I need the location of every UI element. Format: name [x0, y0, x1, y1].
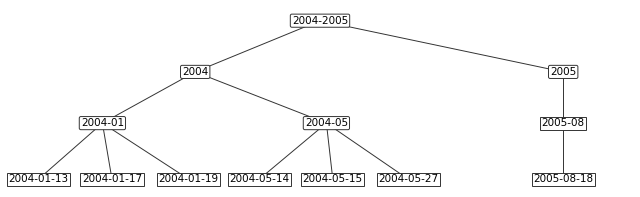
Text: 2004-05-27: 2004-05-27 [378, 174, 438, 184]
Text: 2004: 2004 [182, 67, 209, 77]
Text: 2004-01-13: 2004-01-13 [8, 174, 68, 184]
Text: 2004-05-14: 2004-05-14 [229, 174, 289, 184]
Text: 2004-01-19: 2004-01-19 [159, 174, 219, 184]
Text: 2004-05: 2004-05 [305, 118, 348, 128]
Text: 2005-08-18: 2005-08-18 [533, 174, 593, 184]
Text: 2004-2005: 2004-2005 [292, 16, 348, 26]
Text: 2004-01-17: 2004-01-17 [82, 174, 142, 184]
Text: 2005: 2005 [550, 67, 577, 77]
Text: 2005-08: 2005-08 [541, 118, 585, 128]
Text: 2004-05-15: 2004-05-15 [303, 174, 363, 184]
Text: 2004-01: 2004-01 [81, 118, 124, 128]
